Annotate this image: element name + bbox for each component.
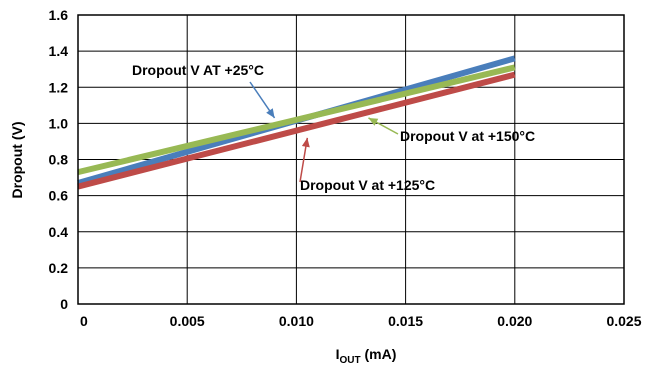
x-tick-label: 0.010 [279, 313, 314, 329]
x-axis-title-subscript: OUT [340, 355, 361, 366]
annotations: Dropout V AT +25°C Dropout V at +125°C Dro… [132, 62, 535, 193]
y-tick-label: 1.2 [49, 79, 69, 95]
y-axis-ticks: 0 0.2 0.4 0.6 0.8 1.0 1.2 1.4 1.6 [49, 7, 69, 312]
series-line-3 [77, 64, 516, 176]
y-tick-label: 1.4 [49, 43, 69, 59]
x-axis-title: IOUT (mA) [336, 346, 397, 366]
x-tick-label: 0 [80, 313, 88, 329]
series-lines [77, 55, 516, 190]
series-line-2 [77, 71, 516, 190]
x-tick-label: 0.025 [606, 313, 641, 329]
annotation-arrowhead-3 [368, 117, 379, 126]
y-tick-label: 0.2 [49, 260, 69, 276]
y-tick-label: 0.6 [49, 188, 69, 204]
annotation-arrowhead-2 [301, 137, 310, 148]
plot-frame [77, 14, 625, 305]
x-tick-label: 0.005 [170, 313, 205, 329]
annotation-label-2: Dropout V at +125°C [300, 177, 435, 193]
y-tick-label: 1.6 [49, 7, 69, 23]
y-axis-title: Dropout (V) [9, 122, 25, 199]
x-tick-label: 0.020 [497, 313, 532, 329]
y-tick-label: 1.0 [49, 115, 69, 131]
y-tick-label: 0.8 [49, 152, 69, 168]
x-axis-ticks: 0 0.005 0.010 0.015 0.020 0.025 [80, 313, 642, 329]
x-axis-title-main: I [336, 346, 340, 362]
annotation-label-1: Dropout V AT +25°C [132, 62, 264, 78]
annotation-arrowhead-1 [266, 108, 275, 118]
y-tick-label: 0 [60, 296, 68, 312]
y-tick-label: 0.4 [49, 224, 69, 240]
x-axis-title-unit: (mA) [361, 346, 397, 362]
annotation-label-3: Dropout V at +150°C [400, 128, 535, 144]
grid [77, 14, 625, 305]
x-tick-label: 0.015 [388, 313, 423, 329]
